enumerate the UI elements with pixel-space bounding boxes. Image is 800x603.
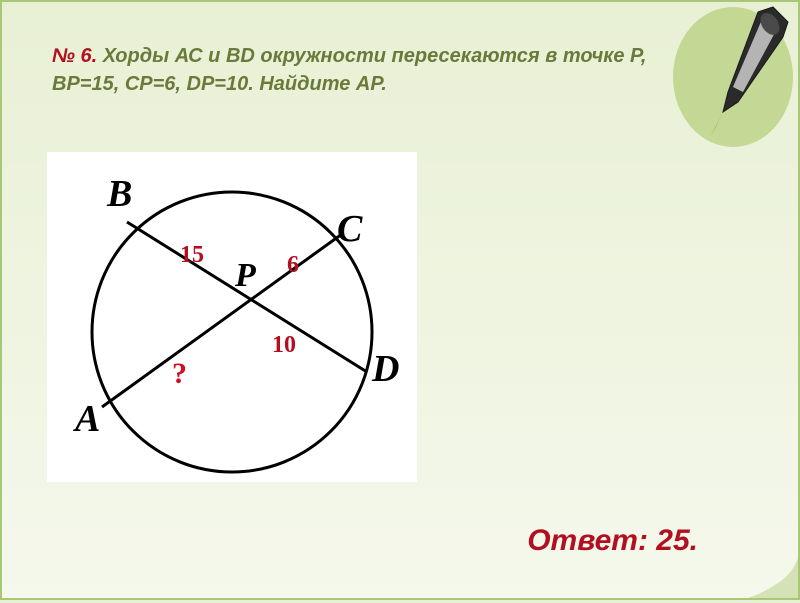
corner-decoration-icon: [738, 538, 798, 598]
answer-label: Ответ:: [527, 524, 648, 557]
answer-value: 25.: [656, 524, 698, 557]
answer-text: Ответ: 25.: [527, 524, 698, 558]
problem-number: № 6.: [52, 45, 97, 67]
segment-value-dp: 10: [272, 332, 296, 359]
point-label-c: C: [337, 207, 362, 251]
problem-body: Хорды АС и ВD окружности пересекаются в …: [52, 45, 646, 95]
segment-value-cp: 6: [287, 252, 299, 279]
point-label-a: A: [75, 397, 100, 441]
point-label-d: D: [372, 347, 399, 391]
segment-value-ap: ?: [172, 357, 187, 391]
circle-chords-svg: [47, 152, 417, 482]
point-label-p: P: [235, 257, 256, 295]
point-label-b: B: [107, 172, 132, 216]
segment-value-bp: 15: [180, 242, 204, 269]
geometry-diagram: B C P D A 15 6 10 ?: [47, 152, 417, 482]
pen-decoration-icon: [668, 2, 798, 152]
